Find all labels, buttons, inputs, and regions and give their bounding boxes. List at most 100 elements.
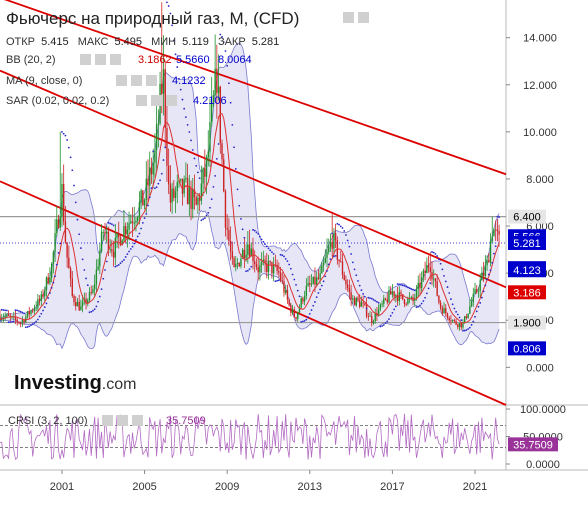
sar-dot <box>104 269 106 271</box>
bb-upper-value: 8.0064 <box>218 54 252 66</box>
candle-body <box>310 283 313 285</box>
sar-dot <box>406 286 409 289</box>
price-label-text: 3.186 <box>513 287 541 299</box>
sar-dot <box>446 286 449 288</box>
sar-dot <box>293 278 296 281</box>
candle-body <box>384 298 387 300</box>
close-icon[interactable] <box>132 415 143 426</box>
sar-dot <box>384 322 387 325</box>
sar-dot <box>207 211 210 214</box>
sar-dot <box>410 288 413 290</box>
candle-body <box>291 309 294 313</box>
sar-dot <box>413 289 416 292</box>
eye-icon[interactable] <box>116 75 127 86</box>
sar-dot <box>18 310 20 312</box>
sar-dot <box>470 324 473 326</box>
candle-body <box>322 262 325 266</box>
sar-dot <box>456 313 459 316</box>
candle-body <box>340 261 342 263</box>
candle-body <box>78 301 80 311</box>
candle-body <box>264 259 266 264</box>
candle-body <box>93 284 96 290</box>
candle-body <box>474 289 476 294</box>
close-icon[interactable] <box>166 95 177 106</box>
moving-average-line <box>0 112 500 324</box>
candle-body <box>169 184 172 203</box>
candle-body <box>102 231 104 233</box>
sar-dot <box>374 299 377 302</box>
candle-body <box>92 289 94 293</box>
sar-dot <box>67 146 70 149</box>
candle-body <box>433 278 435 280</box>
eye-icon[interactable] <box>136 95 147 106</box>
eye-icon[interactable] <box>80 54 91 65</box>
sar-dot <box>200 219 203 222</box>
candle-body <box>383 298 385 304</box>
close-icon[interactable] <box>146 75 157 86</box>
sar-dot <box>250 265 253 268</box>
sar-dot <box>43 306 46 309</box>
ma-legend-label: MA (9, close, 0) <box>6 75 82 87</box>
sar-dot <box>166 1 168 4</box>
candle-body <box>26 311 29 317</box>
sar-dot <box>468 326 471 329</box>
settings-icon[interactable] <box>117 415 128 426</box>
candle-body <box>410 297 413 299</box>
candle-body <box>359 300 361 307</box>
sar-dot <box>5 309 8 312</box>
sar-dot <box>467 328 470 330</box>
candle-body <box>142 190 144 206</box>
sar-dot <box>219 33 222 36</box>
candle-body <box>345 280 347 285</box>
sar-dot <box>336 222 339 225</box>
candle-body <box>445 308 447 314</box>
sar-dot <box>21 311 24 314</box>
sar-dot <box>312 304 315 307</box>
settings-icon[interactable] <box>151 95 162 106</box>
sar-dot <box>138 232 141 235</box>
sar-dot <box>331 232 334 235</box>
sar-dot <box>458 316 461 319</box>
candle-body <box>238 262 240 267</box>
sar-dot <box>264 243 266 246</box>
candle-body <box>395 295 397 297</box>
candle-body <box>185 178 187 180</box>
sar-dot <box>228 82 230 85</box>
candle-body <box>417 282 419 289</box>
bollinger-lower-line <box>0 210 500 350</box>
sar-dot <box>412 288 414 291</box>
close-label: ЗАКР <box>218 36 246 48</box>
sar-dot <box>393 308 396 311</box>
sar-dot <box>4 309 7 312</box>
sar-dot <box>176 66 179 68</box>
sar-dot <box>353 268 356 271</box>
y-tick-label: 14.000 <box>523 33 557 45</box>
sar-dot <box>243 236 246 239</box>
settings-icon[interactable] <box>131 75 142 86</box>
settings-icon[interactable] <box>358 12 369 23</box>
candle-body <box>197 197 199 205</box>
candle-body <box>223 159 225 192</box>
eye-icon[interactable] <box>343 12 354 23</box>
sar-dot <box>155 186 158 189</box>
sar-dot <box>190 139 192 142</box>
settings-icon[interactable] <box>95 54 106 65</box>
sar-dot <box>31 323 34 325</box>
candle-body <box>302 298 304 302</box>
close-icon[interactable] <box>110 54 121 65</box>
sar-dot <box>262 240 265 243</box>
sar-dot <box>477 305 480 308</box>
candle-body <box>54 233 56 252</box>
sar-dot <box>198 177 201 180</box>
candle-body <box>186 178 189 205</box>
price-label-badge <box>508 235 546 250</box>
sar-dot <box>315 296 318 299</box>
sar-dot <box>326 269 328 272</box>
sar-dot <box>255 231 258 234</box>
candle-body <box>482 272 485 276</box>
sar-dot <box>267 247 270 250</box>
candle-body <box>217 86 220 93</box>
eye-icon[interactable] <box>102 415 113 426</box>
candle-body <box>207 151 209 158</box>
